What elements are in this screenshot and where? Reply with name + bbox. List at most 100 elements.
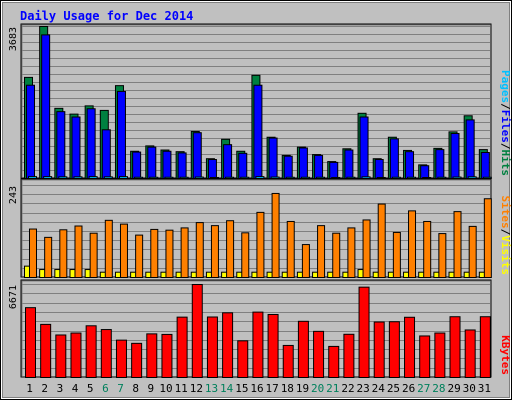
files-bar — [389, 138, 399, 180]
sites-bar — [332, 232, 341, 278]
pages-bar — [391, 176, 401, 179]
x-tick-label: 18 — [281, 382, 294, 395]
kbytes-bar — [85, 325, 97, 378]
kbytes-bar — [373, 321, 385, 379]
kbytes-bar — [100, 329, 112, 379]
files-bar — [71, 116, 81, 179]
hits-legend-item: / — [499, 143, 512, 150]
x-tick-label: 19 — [296, 382, 309, 395]
kbytes-bar — [115, 339, 127, 378]
files-bar — [435, 149, 445, 179]
sites-bar — [210, 225, 219, 278]
files-bar — [132, 151, 142, 179]
kbytes-bar — [55, 334, 67, 378]
files-bar — [41, 34, 51, 179]
sites-bar — [271, 192, 280, 279]
visits-max-label: 243 — [8, 186, 19, 204]
files-bar — [344, 149, 354, 179]
pages-bar — [407, 176, 417, 179]
kbytes-bar — [282, 344, 294, 379]
files-bar — [314, 154, 324, 180]
sites-bar — [119, 223, 128, 278]
sites-bar — [362, 219, 371, 278]
sites-bar — [392, 231, 401, 278]
sites-bar — [347, 227, 356, 278]
hits-legend-item: / — [499, 103, 512, 110]
pages-bar — [58, 176, 68, 179]
pages-bar — [194, 176, 204, 180]
files-bar — [465, 119, 475, 179]
pages-bar — [164, 176, 174, 179]
pages-bar — [209, 176, 219, 179]
kbytes-bar — [297, 320, 309, 379]
kbytes-bar — [464, 329, 476, 378]
sites-bar — [195, 222, 204, 278]
kbytes-bar — [70, 332, 82, 379]
x-tick-label: 1 — [26, 382, 33, 395]
x-tick-label: 16 — [250, 382, 263, 395]
files-bar — [223, 144, 233, 179]
sites-bar — [468, 225, 477, 278]
pages-bar — [331, 176, 341, 179]
sites-bar — [377, 203, 386, 278]
x-tick-label: 21 — [326, 382, 339, 395]
sites-bar — [44, 236, 53, 279]
x-tick-label: 26 — [402, 382, 415, 395]
kbytes-bar — [358, 286, 370, 378]
kbytes-bar — [479, 316, 491, 378]
kbytes-bar — [222, 312, 234, 379]
kbytes-bar — [206, 316, 218, 379]
pages-bar — [422, 177, 432, 179]
kbytes-bar — [434, 332, 446, 379]
kbytes-panel: 6671 KBytes — [8, 279, 512, 379]
x-tick-label: 31 — [478, 382, 491, 395]
x-tick-label: 28 — [432, 382, 445, 395]
x-tick-label: 4 — [72, 382, 79, 395]
pages-bar — [43, 176, 53, 180]
sites-bar — [29, 228, 37, 278]
x-tick-label: 7 — [117, 382, 124, 395]
kbytes-bar — [419, 335, 431, 378]
files-bar — [177, 152, 187, 180]
sites-bar — [483, 198, 492, 278]
kbytes-bar — [343, 333, 355, 378]
sites-bar — [256, 211, 265, 278]
sites-bar — [453, 211, 462, 278]
sites-bar — [165, 229, 174, 278]
sites-bar — [241, 232, 250, 278]
x-tick-label: 13 — [205, 382, 218, 395]
hits-legend: Pages/Files/Hits — [499, 70, 512, 176]
kbytes-bar — [161, 333, 173, 378]
x-tick-label: 12 — [190, 382, 203, 395]
visits-legend-item: Sites — [499, 196, 512, 229]
x-tick-label: 5 — [87, 382, 94, 395]
pages-bar — [346, 176, 356, 179]
kbytes-bar — [388, 321, 400, 378]
files-bar — [405, 151, 415, 179]
kbytes-bar — [176, 316, 188, 379]
sites-bar — [438, 233, 447, 278]
x-tick-label: 17 — [266, 382, 279, 395]
kbytes-bar — [252, 311, 264, 379]
files-bar — [116, 90, 126, 179]
files-bar — [26, 84, 35, 179]
files-bar — [298, 147, 308, 180]
pages-bar — [270, 176, 280, 180]
x-tick-label: 15 — [235, 382, 248, 395]
files-bar — [192, 132, 202, 179]
sites-bar — [301, 244, 310, 278]
sites-bar — [423, 220, 432, 278]
pages-bar — [255, 176, 265, 180]
x-tick-label: 11 — [175, 382, 188, 395]
files-bar — [268, 137, 278, 180]
files-bar — [480, 151, 490, 179]
files-bar — [101, 129, 111, 179]
x-axis-labels: 1 2 3 4 5 6 7 8 9 10 11 12 13 14 15 16 17 18 19 20 21 22 23 24 2… — [26, 382, 491, 395]
x-tick-label: 24 — [372, 382, 386, 395]
files-bar — [86, 108, 96, 179]
kbytes-bar — [328, 345, 340, 379]
sites-bar — [286, 220, 295, 278]
